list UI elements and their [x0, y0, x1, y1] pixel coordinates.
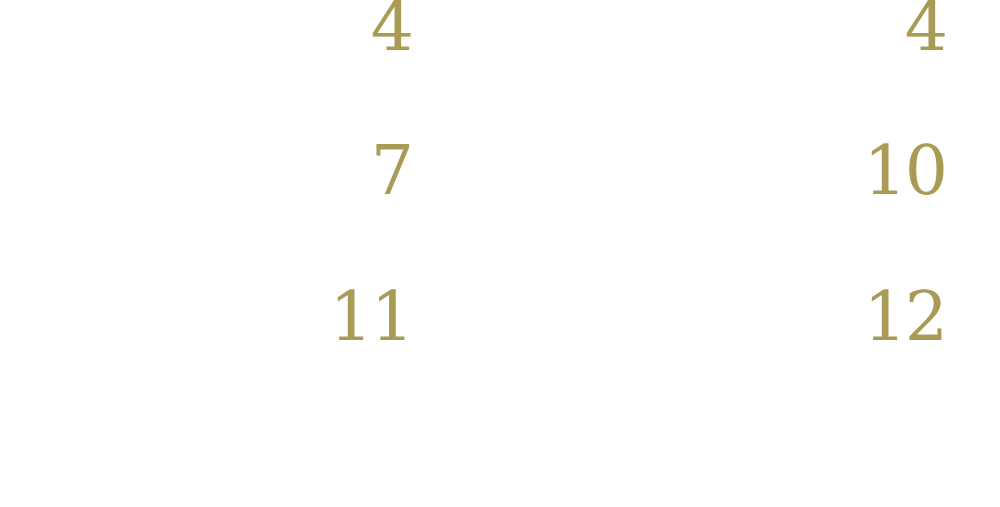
left-number-3: 11: [272, 284, 412, 352]
right-number-2: 10: [806, 138, 946, 206]
left-number-1: 4: [272, 0, 412, 62]
left-number-2: 7: [272, 138, 412, 206]
right-number-3: 12: [806, 284, 946, 352]
right-number-1: 4: [806, 0, 946, 62]
